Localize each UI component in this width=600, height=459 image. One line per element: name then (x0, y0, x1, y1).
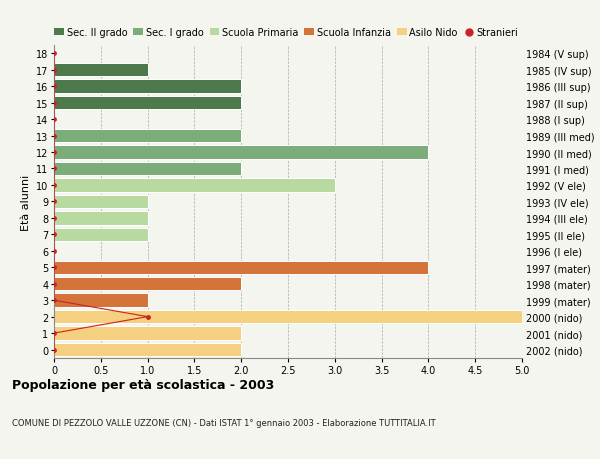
Bar (54, 261, 428, 274)
Bar (54, 327, 241, 340)
Legend: Sec. II grado, Sec. I grado, Scuola Primaria, Scuola Infanzia, Asilo Nido, Stran: Sec. II grado, Sec. I grado, Scuola Prim… (54, 28, 518, 38)
Bar (54, 310, 522, 324)
Text: Popolazione per età scolastica - 2003: Popolazione per età scolastica - 2003 (12, 379, 274, 392)
Bar (54, 64, 148, 77)
Bar (54, 97, 241, 110)
Y-axis label: Età alunni: Età alunni (20, 174, 31, 230)
Bar (54, 129, 241, 143)
Bar (54, 212, 148, 225)
Bar (54, 277, 241, 291)
Bar (54, 294, 148, 307)
Bar (54, 80, 241, 94)
Bar (54, 162, 241, 176)
Bar (54, 343, 241, 357)
Text: COMUNE DI PEZZOLO VALLE UZZONE (CN) - Dati ISTAT 1° gennaio 2003 - Elaborazione : COMUNE DI PEZZOLO VALLE UZZONE (CN) - Da… (12, 418, 436, 427)
Bar (54, 146, 428, 159)
Bar (54, 195, 148, 209)
Bar (54, 228, 148, 241)
Bar (54, 179, 335, 192)
